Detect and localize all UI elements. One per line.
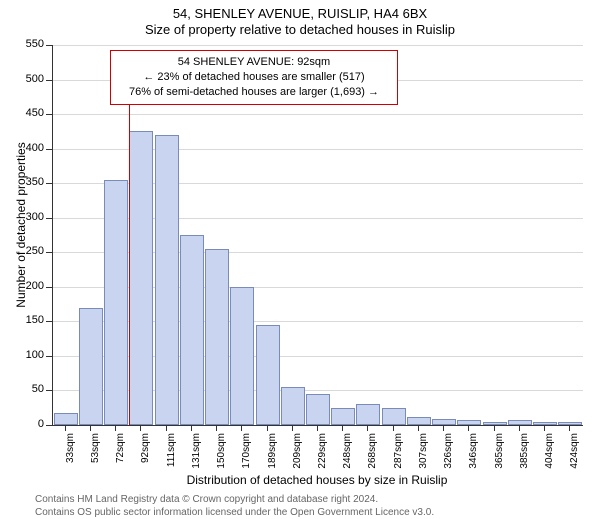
x-tick xyxy=(342,425,343,431)
histogram-bar xyxy=(356,404,380,425)
x-tick xyxy=(115,425,116,431)
histogram-bar xyxy=(230,287,254,425)
y-tick xyxy=(46,356,52,357)
y-tick xyxy=(46,287,52,288)
grid-line xyxy=(53,114,583,115)
x-tick-label: 268sqm xyxy=(367,433,378,481)
y-tick-label: 400 xyxy=(14,142,44,154)
y-tick xyxy=(46,80,52,81)
marker-line xyxy=(129,80,130,425)
y-tick xyxy=(46,390,52,391)
x-tick xyxy=(519,425,520,431)
x-tick xyxy=(166,425,167,431)
info-box-line2: ← 23% of detached houses are smaller (51… xyxy=(119,70,389,85)
x-tick xyxy=(90,425,91,431)
x-tick xyxy=(292,425,293,431)
info-box-line3: 76% of semi-detached houses are larger (… xyxy=(119,85,389,100)
histogram-bar xyxy=(457,420,481,425)
x-tick-label: 150sqm xyxy=(216,433,227,481)
x-tick xyxy=(241,425,242,431)
x-tick-label: 404sqm xyxy=(544,433,555,481)
histogram-bar xyxy=(79,308,103,425)
y-tick-label: 500 xyxy=(14,73,44,85)
x-tick-label: 287sqm xyxy=(393,433,404,481)
y-tick xyxy=(46,321,52,322)
x-tick-label: 189sqm xyxy=(267,433,278,481)
histogram-bar xyxy=(155,135,179,425)
x-tick-label: 346sqm xyxy=(468,433,479,481)
y-tick xyxy=(46,218,52,219)
footer: Contains HM Land Registry data © Crown c… xyxy=(35,493,434,519)
x-tick-label: 53sqm xyxy=(90,433,101,481)
x-tick xyxy=(544,425,545,431)
x-tick-label: 307sqm xyxy=(418,433,429,481)
histogram-bar xyxy=(54,413,78,425)
histogram-bar xyxy=(382,408,406,425)
x-tick-label: 365sqm xyxy=(494,433,505,481)
x-tick xyxy=(267,425,268,431)
y-tick-label: 100 xyxy=(14,349,44,361)
x-tick xyxy=(468,425,469,431)
y-tick xyxy=(46,252,52,253)
x-tick xyxy=(393,425,394,431)
y-axis-label: Number of detached properties xyxy=(14,125,28,325)
y-tick-label: 350 xyxy=(14,176,44,188)
x-tick-label: 209sqm xyxy=(292,433,303,481)
histogram-bar xyxy=(331,408,355,425)
x-tick-label: 131sqm xyxy=(191,433,202,481)
x-tick xyxy=(140,425,141,431)
y-tick-label: 150 xyxy=(14,314,44,326)
x-tick xyxy=(216,425,217,431)
histogram-bar xyxy=(483,422,507,425)
x-tick xyxy=(569,425,570,431)
y-tick xyxy=(46,114,52,115)
x-tick xyxy=(418,425,419,431)
x-tick-label: 170sqm xyxy=(241,433,252,481)
x-tick xyxy=(191,425,192,431)
histogram-bar xyxy=(256,325,280,425)
x-tick-label: 248sqm xyxy=(342,433,353,481)
y-tick-label: 200 xyxy=(14,280,44,292)
x-tick-label: 326sqm xyxy=(443,433,454,481)
x-tick-label: 33sqm xyxy=(65,433,76,481)
histogram-bar xyxy=(558,422,582,425)
x-tick-label: 72sqm xyxy=(115,433,126,481)
x-tick-label: 229sqm xyxy=(317,433,328,481)
x-tick xyxy=(367,425,368,431)
x-tick-label: 92sqm xyxy=(140,433,151,481)
chart-subtitle: Size of property relative to detached ho… xyxy=(0,22,600,37)
histogram-bar xyxy=(508,420,532,425)
y-tick xyxy=(46,425,52,426)
histogram-bar xyxy=(104,180,128,425)
x-tick-label: 424sqm xyxy=(569,433,580,481)
y-tick-label: 300 xyxy=(14,211,44,223)
x-tick-label: 385sqm xyxy=(519,433,530,481)
x-tick xyxy=(494,425,495,431)
x-tick xyxy=(317,425,318,431)
histogram-bar xyxy=(180,235,204,425)
y-tick xyxy=(46,45,52,46)
y-tick xyxy=(46,183,52,184)
histogram-bar xyxy=(129,131,153,425)
y-tick-label: 450 xyxy=(14,107,44,119)
info-box-line1: 54 SHENLEY AVENUE: 92sqm xyxy=(119,55,389,70)
info-box: 54 SHENLEY AVENUE: 92sqm ← 23% of detach… xyxy=(110,50,398,105)
x-tick xyxy=(443,425,444,431)
histogram-bar xyxy=(205,249,229,425)
y-tick-label: 0 xyxy=(14,418,44,430)
histogram-bar xyxy=(407,417,431,425)
histogram-bar xyxy=(306,394,330,425)
y-tick-label: 250 xyxy=(14,245,44,257)
footer-line2: Contains OS public sector information li… xyxy=(35,506,434,519)
x-tick-label: 111sqm xyxy=(166,433,177,481)
histogram-bar xyxy=(281,387,305,425)
x-tick xyxy=(65,425,66,431)
chart-title: 54, SHENLEY AVENUE, RUISLIP, HA4 6BX xyxy=(0,6,600,21)
grid-line xyxy=(53,45,583,46)
y-tick xyxy=(46,149,52,150)
y-tick-label: 550 xyxy=(14,38,44,50)
y-tick-label: 50 xyxy=(14,383,44,395)
